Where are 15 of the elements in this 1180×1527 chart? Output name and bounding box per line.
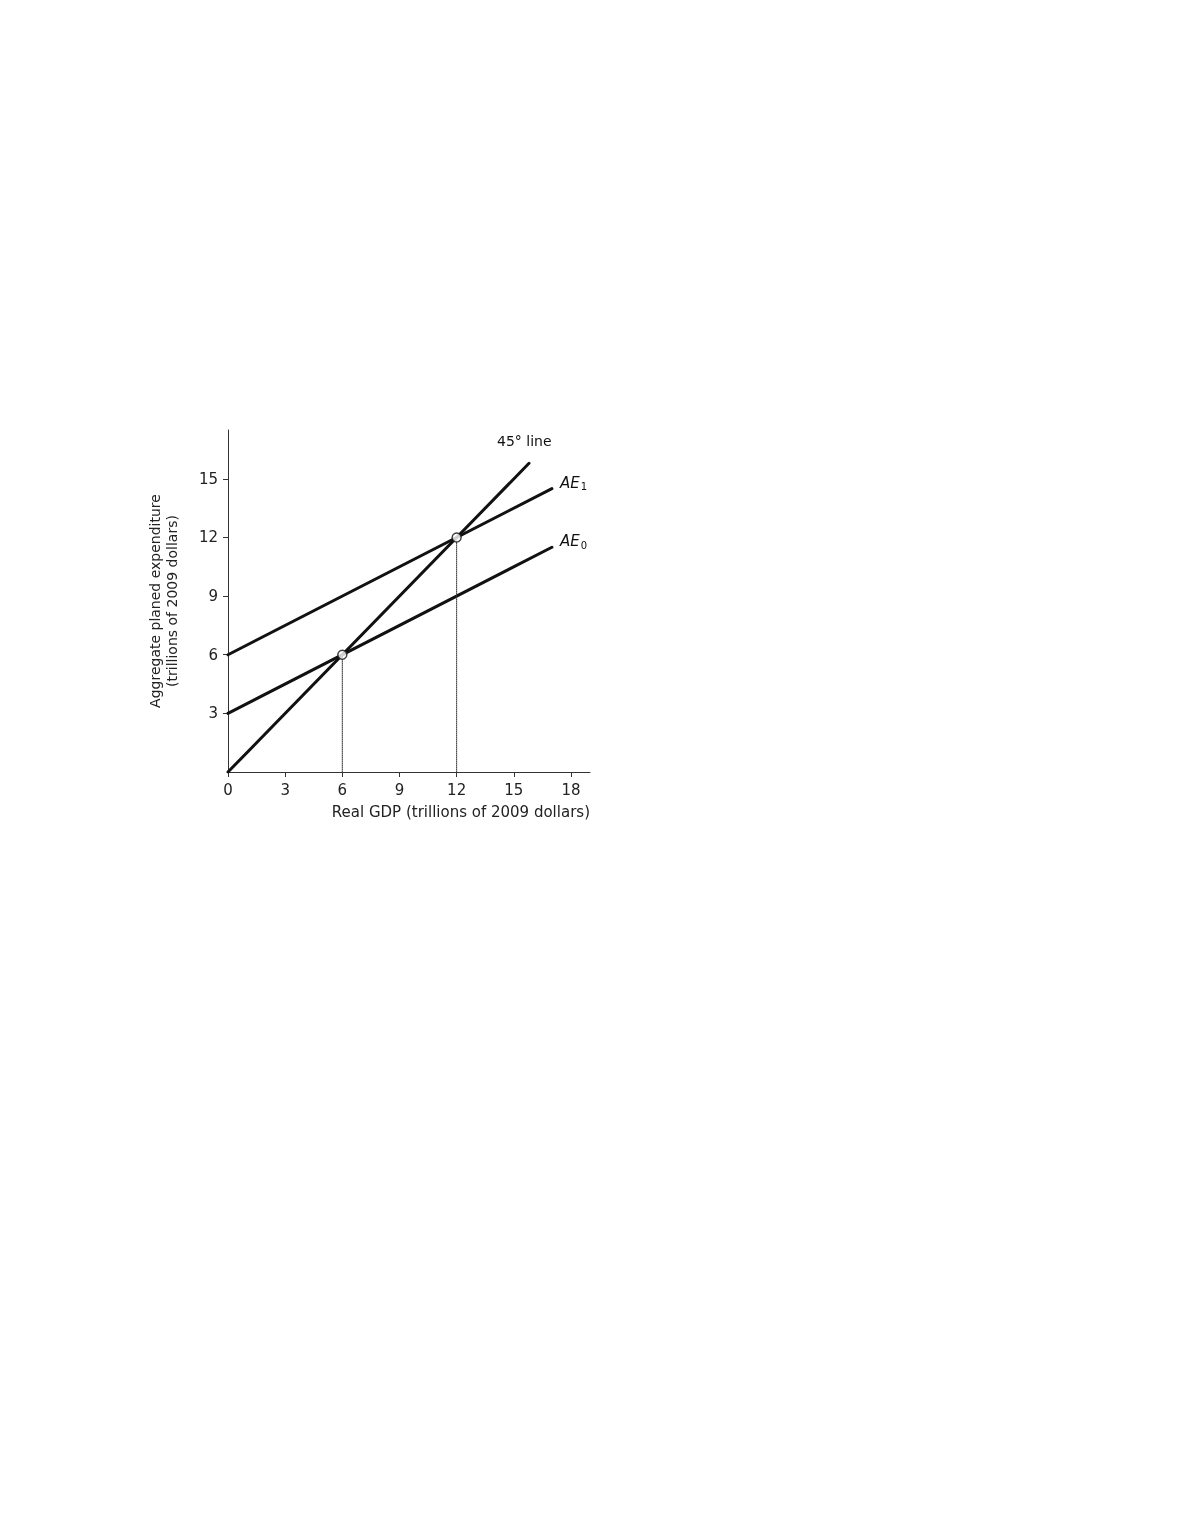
- x-tick-label: 18: [561, 780, 581, 799]
- x-tick-label: 3: [280, 780, 290, 799]
- x-axis-title: Real GDP (trillions of 2009 dollars): [331, 802, 590, 821]
- y-tick-label: 12: [198, 528, 218, 547]
- x-tick-label: 0: [223, 780, 233, 799]
- x-tick-label: 12: [447, 780, 467, 799]
- x-tick-label: 9: [394, 780, 405, 799]
- x-tick-label: 15: [504, 780, 524, 799]
- y-tick-label: 9: [208, 587, 218, 606]
- y-axis-title: Aggregate planed expenditure (trillions of 2009 dollars): [146, 494, 180, 708]
- series-label: 45° line: [497, 433, 552, 450]
- y-tick-label: 6: [208, 645, 218, 664]
- x-tick-label: 6: [337, 780, 348, 799]
- y-tick-label: 15: [198, 469, 218, 488]
- y-tick-label: 3: [208, 704, 218, 723]
